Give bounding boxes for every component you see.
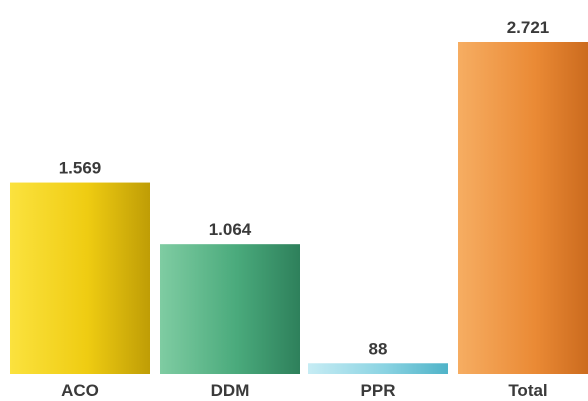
bar-ddm [160,244,300,374]
category-label-aco: ACO [61,381,99,400]
value-label-total: 2.721 [507,18,550,37]
value-label-ddm: 1.064 [209,220,252,239]
bars-group [10,42,588,374]
category-labels-group: ACO DDM PPR Total [61,381,548,400]
category-label-ppr: PPR [361,381,396,400]
bar-ppr [308,363,448,374]
value-label-ppr: 88 [369,339,388,358]
value-label-aco: 1.569 [59,159,102,178]
bar-aco [10,182,150,374]
value-labels-group: 1.569 1.064 88 2.721 [59,18,550,358]
bar-total [458,42,588,374]
category-label-ddm: DDM [211,381,250,400]
category-label-total: Total [508,381,547,400]
